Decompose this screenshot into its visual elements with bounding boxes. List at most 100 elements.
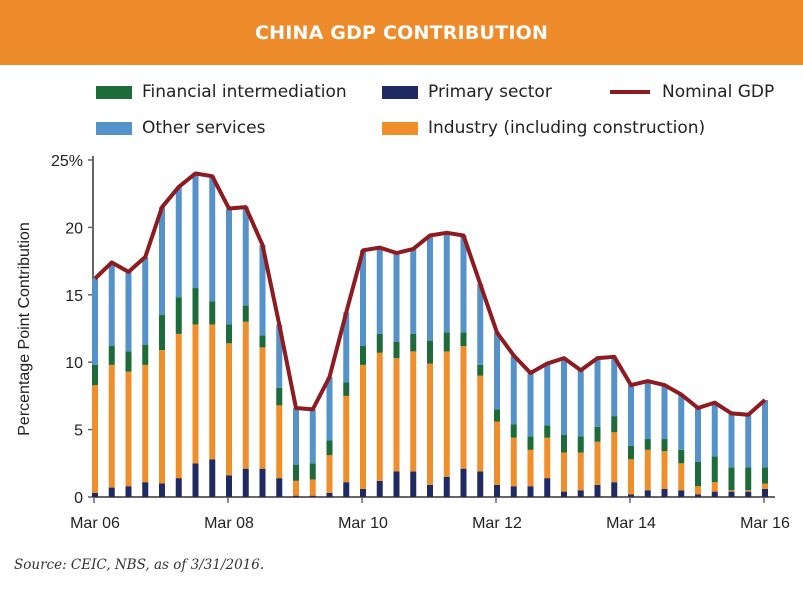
legend-swatch: [382, 121, 418, 135]
bar-industry-including-construction--dec-09: [343, 395, 350, 483]
bar-financial-intermediation-jun-13: [577, 436, 584, 453]
bar-financial-intermediation-mar-09: [293, 464, 299, 481]
bar-other-services-jun-12: [510, 355, 517, 425]
bar-primary-sector-mar-13: [561, 491, 567, 497]
bar-industry-including-construction--sep-07: [192, 324, 199, 464]
bar-industry-including-construction--jun-14: [644, 449, 651, 491]
bar-other-services-dec-07: [209, 176, 216, 302]
legend-line: [610, 90, 650, 94]
legend-primary: Primary sector: [382, 82, 552, 102]
bar-industry-including-construction--sep-11: [460, 346, 467, 469]
y-tick-label: 25%: [51, 153, 83, 170]
bar-other-services-jun-14: [644, 381, 651, 440]
bar-primary-sector-dec-14: [678, 490, 685, 497]
bar-financial-intermediation-dec-10: [410, 333, 417, 352]
bar-industry-including-construction--jun-11: [443, 351, 450, 477]
bar-financial-intermediation-dec-14: [678, 449, 685, 464]
bar-financial-intermediation-mar-12: [494, 409, 500, 422]
bar-industry-including-construction--jun-12: [510, 437, 517, 487]
bar-industry-including-construction--dec-14: [678, 463, 685, 491]
bar-industry-including-construction--mar-13: [561, 452, 567, 492]
bar-industry-including-construction--sep-08: [259, 347, 266, 469]
bar-financial-intermediation-jun-15: [711, 456, 718, 483]
bar-industry-including-construction--dec-15: [745, 490, 752, 492]
bar-primary-sector-dec-08: [276, 478, 283, 497]
bar-financial-intermediation-mar-13: [561, 434, 567, 453]
legend-swatch: [382, 85, 418, 99]
bar-other-services-sep-10: [393, 253, 400, 342]
bar-primary-sector-sep-10: [393, 471, 400, 497]
bar-primary-sector-mar-15: [695, 494, 701, 497]
bar-financial-intermediation-dec-06: [142, 344, 149, 365]
bar-other-services-mar-10: [360, 250, 366, 347]
bar-other-services-jun-08: [242, 207, 249, 306]
x-tick-label: Mar 10: [338, 515, 388, 532]
bar-industry-including-construction--jun-08: [242, 321, 249, 469]
bar-other-services-sep-07: [192, 173, 199, 289]
bar-other-services-sep-11: [460, 235, 467, 333]
bar-industry-including-construction--mar-12: [494, 421, 500, 485]
bar-primary-sector-jun-09: [309, 495, 316, 497]
bar-other-services-mar-14: [628, 385, 634, 446]
bar-other-services-dec-10: [410, 248, 417, 334]
bar-primary-sector-mar-14: [628, 494, 634, 497]
bar-primary-sector-jun-07: [175, 478, 182, 497]
bar-financial-intermediation-dec-11: [477, 364, 484, 376]
bar-other-services-mar-13: [561, 358, 567, 435]
bar-other-services-mar-07: [159, 207, 165, 316]
bar-primary-sector-mar-12: [494, 484, 500, 497]
bar-industry-including-construction--dec-10: [410, 351, 417, 472]
bar-financial-intermediation-dec-13: [611, 416, 618, 433]
bar-financial-intermediation-jun-07: [175, 297, 182, 334]
bar-primary-sector-dec-15: [745, 491, 752, 497]
legend-swatch: [96, 85, 132, 99]
bar-other-services-jun-10: [376, 247, 383, 334]
bar-financial-intermediation-jun-11: [443, 332, 450, 352]
legend-swatch: [96, 121, 132, 135]
bar-financial-intermediation-jun-08: [242, 305, 249, 322]
bar-industry-including-construction--mar-08: [226, 343, 232, 476]
legend-label: Other services: [142, 118, 266, 138]
bar-other-services-jun-07: [175, 186, 182, 298]
bar-industry-including-construction--dec-06: [142, 364, 149, 483]
legend-industry: Industry (including construction): [382, 118, 705, 138]
bar-other-services-dec-12: [544, 363, 551, 426]
bar-primary-sector-dec-09: [343, 482, 350, 497]
legend-nominal-gdp: Nominal GDP: [610, 82, 774, 102]
bar-other-services-jun-15: [711, 402, 718, 457]
bar-industry-including-construction--jun-07: [175, 333, 182, 479]
bar-other-services-dec-09: [343, 312, 350, 383]
bar-other-services-mar-09: [293, 408, 299, 465]
bar-other-services-jun-09: [309, 409, 316, 464]
bar-primary-sector-sep-07: [192, 463, 199, 497]
bar-primary-sector-mar-06: [92, 492, 98, 497]
x-tick-label: Mar 16: [740, 515, 790, 532]
bar-primary-sector-sep-12: [527, 486, 534, 497]
bar-primary-sector-sep-09: [326, 492, 333, 497]
legend: Financial intermediation Primary sector …: [0, 78, 803, 148]
bar-primary-sector-dec-12: [544, 478, 551, 497]
chart-title: CHINA GDP CONTRIBUTION: [254, 21, 549, 44]
bar-financial-intermediation-sep-09: [326, 440, 333, 456]
bar-other-services-mar-16: [762, 399, 768, 468]
bar-other-services-dec-14: [678, 394, 685, 450]
bar-industry-including-construction--jun-15: [711, 482, 718, 492]
bar-financial-intermediation-mar-16: [762, 467, 768, 484]
bar-industry-including-construction--jun-10: [376, 352, 383, 481]
y-tick-label: 5: [74, 423, 83, 440]
bar-financial-intermediation-jun-06: [108, 346, 115, 365]
bar-primary-sector-mar-07: [159, 483, 165, 497]
bar-other-services-sep-12: [527, 372, 534, 437]
bar-primary-sector-dec-07: [209, 459, 216, 497]
bar-other-services-sep-15: [728, 413, 735, 468]
bar-primary-sector-jun-12: [510, 486, 517, 497]
bar-financial-intermediation-mar-06: [92, 364, 98, 386]
bar-other-services-sep-09: [326, 377, 333, 441]
y-tick-label: 0: [74, 490, 83, 507]
bar-industry-including-construction--jun-09: [309, 479, 316, 496]
bar-financial-intermediation-jun-10: [376, 333, 383, 353]
bar-primary-sector-sep-14: [661, 488, 668, 497]
bar-industry-including-construction--sep-10: [393, 358, 400, 472]
bar-industry-including-construction--sep-12: [527, 449, 534, 487]
